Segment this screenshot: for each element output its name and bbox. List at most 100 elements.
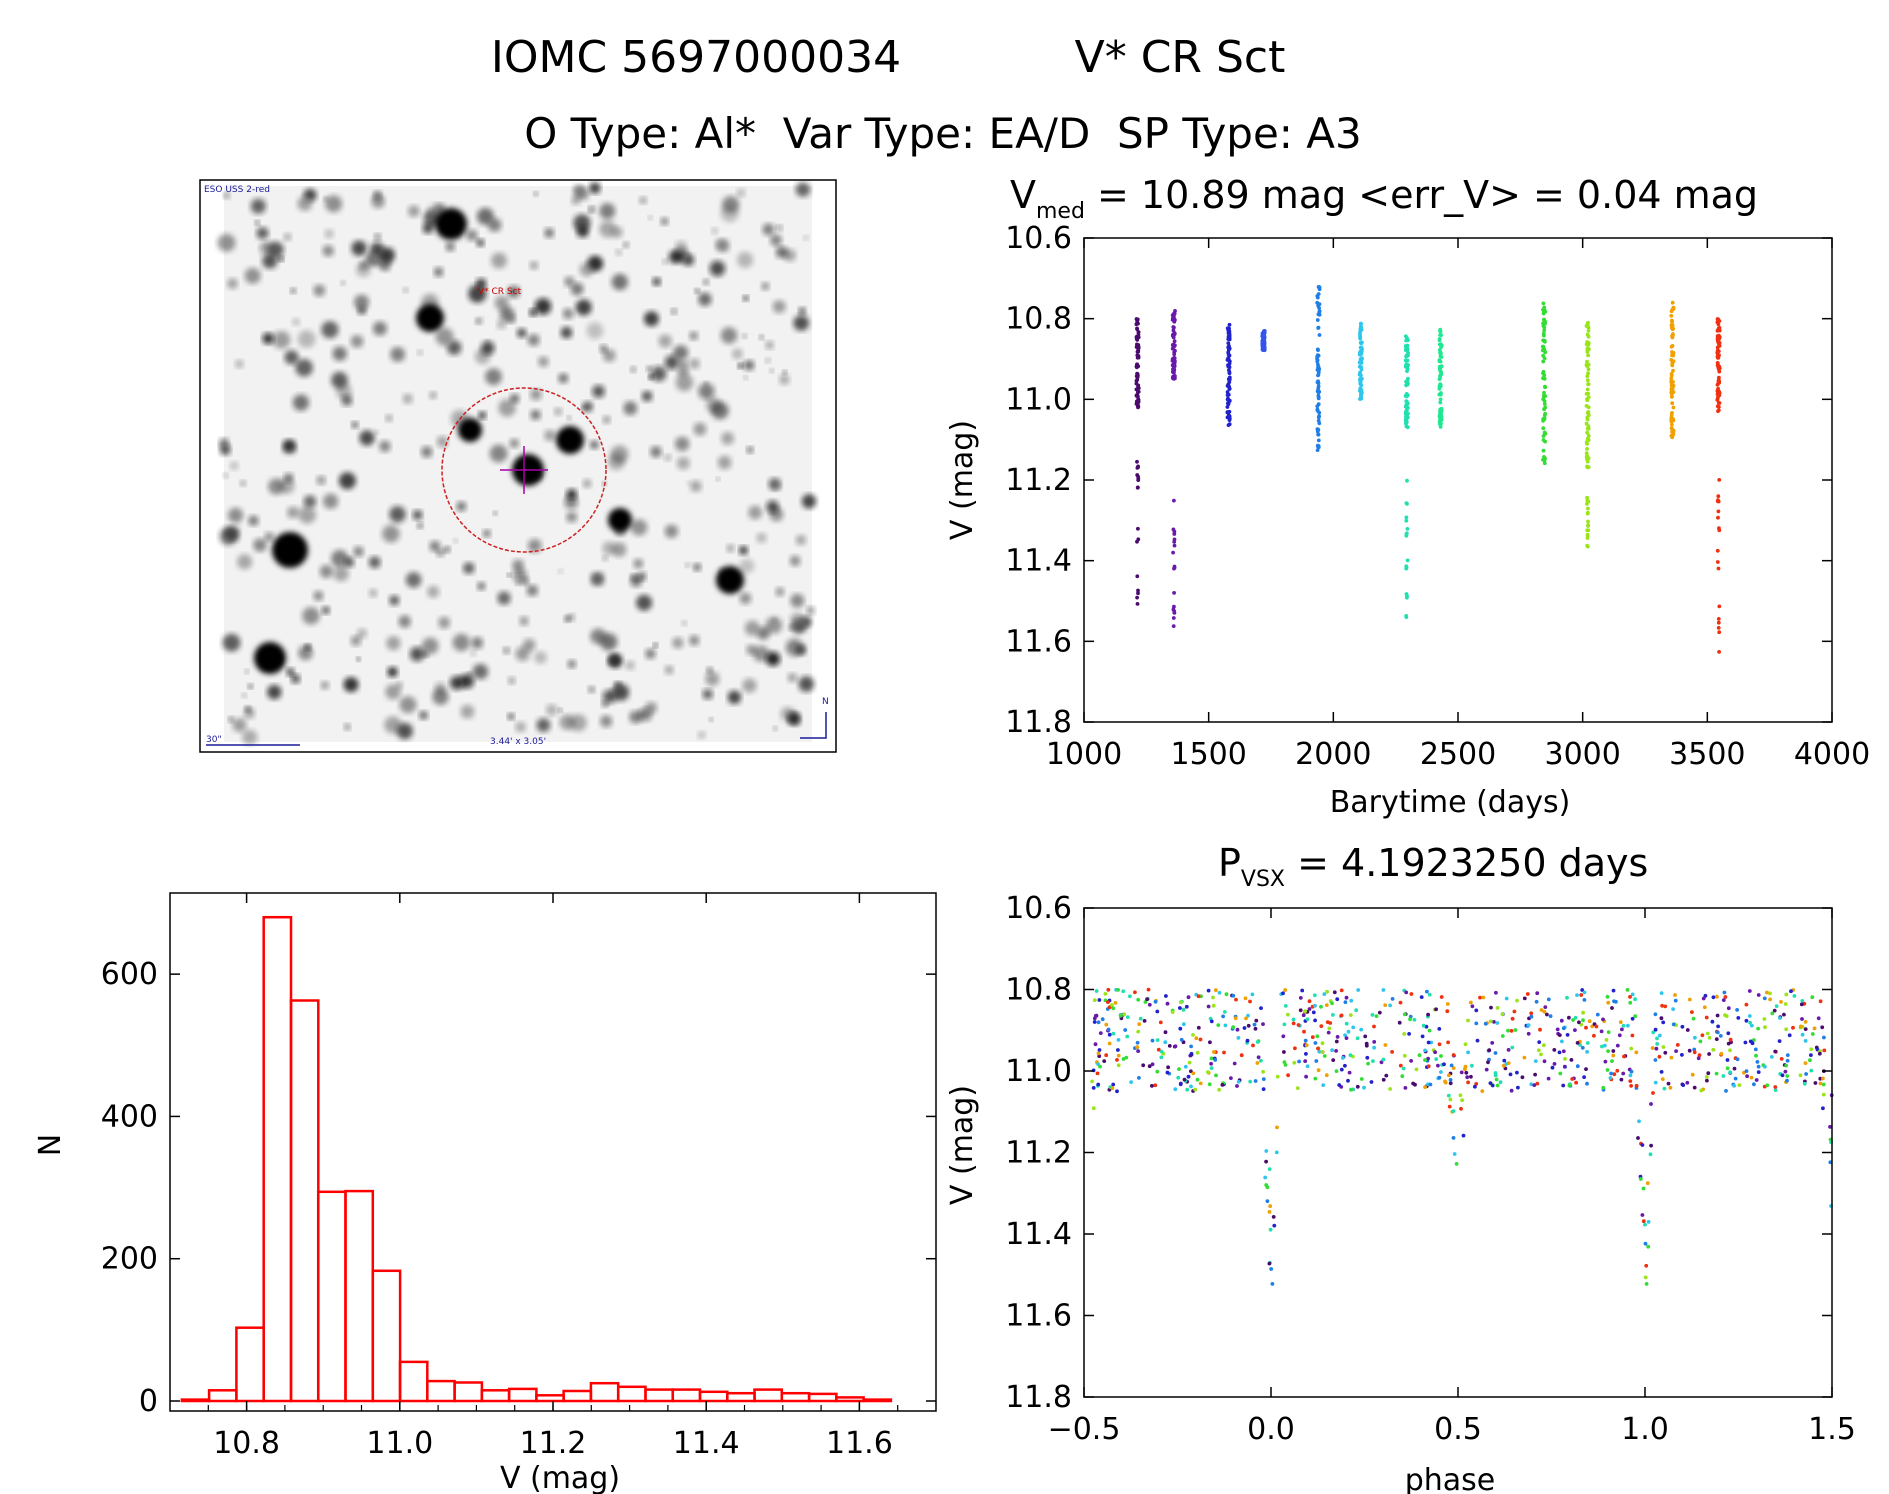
phased-point (1634, 1050, 1639, 1055)
phased-title-rest: = 4.1923250 days (1285, 841, 1648, 885)
finder-star (653, 642, 658, 648)
lightcurve-point (1404, 501, 1409, 505)
phased-point (1449, 1063, 1454, 1068)
phased-point (1653, 1080, 1658, 1085)
phased-point (1675, 1043, 1680, 1047)
finder-star (229, 461, 239, 471)
phased-point (1461, 1133, 1466, 1138)
finder-star (664, 355, 680, 370)
finder-star (742, 678, 757, 693)
histogram-frame (169, 892, 937, 1412)
lightcurve-point (1136, 474, 1140, 479)
lightcurve-point (1542, 402, 1547, 406)
lightcurve-series (1315, 285, 1322, 452)
lightcurve-point (1437, 348, 1442, 352)
phased-title: PVSX = 4.1923250 days (1218, 841, 1648, 892)
finder-star (447, 340, 462, 355)
phased-point (1744, 1069, 1749, 1073)
lightcurve-point (1317, 333, 1322, 337)
phased-point (1339, 1067, 1344, 1072)
lightcurve-point (1134, 381, 1139, 386)
finder-star (403, 287, 409, 293)
histogram-bar (671, 1388, 702, 1403)
phased-point (1354, 1008, 1359, 1013)
finder-star (564, 495, 578, 509)
finder-star (333, 566, 349, 582)
phased-point (1526, 1023, 1531, 1027)
finder-star (475, 318, 481, 324)
phased-point (1110, 1003, 1114, 1007)
phased-point (1189, 1051, 1194, 1056)
phased-point (1752, 1038, 1756, 1042)
lightcurve-point (1134, 387, 1139, 392)
phased-point (1754, 1078, 1759, 1082)
phased-point (1115, 1058, 1119, 1062)
lightcurve-point (1136, 526, 1140, 531)
histogram-bar (316, 1190, 347, 1403)
finder-star (775, 246, 788, 258)
lightcurve-point (1316, 303, 1321, 308)
finder-star (533, 191, 539, 197)
lightcurve-point (1716, 620, 1721, 625)
lightcurve-point (1225, 390, 1230, 394)
phased-point (1348, 1013, 1353, 1017)
phased-point (1253, 1026, 1258, 1031)
phased-point (1714, 1071, 1719, 1076)
phased-point (1098, 1064, 1102, 1069)
phased-point (1822, 1048, 1827, 1053)
phased-point (1377, 1010, 1382, 1015)
phased-point (1655, 1042, 1660, 1046)
phased-point (1206, 988, 1211, 993)
finder-star (772, 617, 777, 623)
phased-point (1828, 1125, 1832, 1129)
phased-point (1706, 1071, 1711, 1076)
phased-point (1789, 989, 1793, 994)
finder-star (508, 676, 516, 685)
phased-point (1625, 988, 1630, 992)
lightcurve-point (1543, 394, 1548, 398)
finder-star (645, 648, 656, 659)
lightcurve-point (1541, 301, 1546, 306)
phased-point (1322, 992, 1327, 996)
phased-point (1263, 1175, 1268, 1180)
histogram-bar (589, 1381, 620, 1403)
lightcurve-panel: Vmed = 10.89 mag <err_V> = 0.04 mag 1000… (945, 173, 1870, 820)
finder-star (762, 223, 775, 236)
histogram-bar (344, 1189, 375, 1403)
phased-point (1195, 1050, 1200, 1055)
phased-point (1093, 1014, 1098, 1018)
phased-point (1774, 1004, 1779, 1008)
phased-point (1685, 1028, 1690, 1032)
phased-point (1235, 1027, 1240, 1032)
finder-star (573, 214, 591, 232)
finder-star (302, 607, 320, 625)
phased-point (1274, 1150, 1279, 1155)
phased-point (1185, 1087, 1190, 1092)
finder-star (662, 258, 668, 264)
finder-star (485, 339, 490, 345)
phased-point (1704, 1015, 1709, 1020)
phased-point (1369, 1080, 1374, 1084)
finder-star (536, 718, 551, 732)
lightcurve-point (1172, 566, 1177, 570)
histogram-bar (644, 1388, 675, 1403)
phased-point (1402, 1053, 1407, 1058)
finder-star (482, 529, 491, 538)
lightcurve-point (1438, 329, 1442, 333)
phased-point (1546, 997, 1551, 1002)
phased-point (1469, 1074, 1473, 1079)
lightcurve-point (1670, 334, 1674, 338)
lightcurve-point (1586, 519, 1590, 524)
phased-point (1818, 1081, 1823, 1086)
phased-point (1223, 1010, 1227, 1014)
phased-point (1802, 1081, 1807, 1086)
lightcurve-point (1406, 376, 1410, 381)
finder-star (493, 511, 498, 516)
phased-point (1313, 1003, 1317, 1008)
finder-star (776, 224, 783, 232)
finder-star (290, 674, 301, 684)
lightcurve-point (1135, 319, 1140, 324)
phased-point (1295, 1086, 1300, 1090)
phased-point (1508, 1072, 1513, 1077)
phased-point (1388, 1003, 1392, 1008)
